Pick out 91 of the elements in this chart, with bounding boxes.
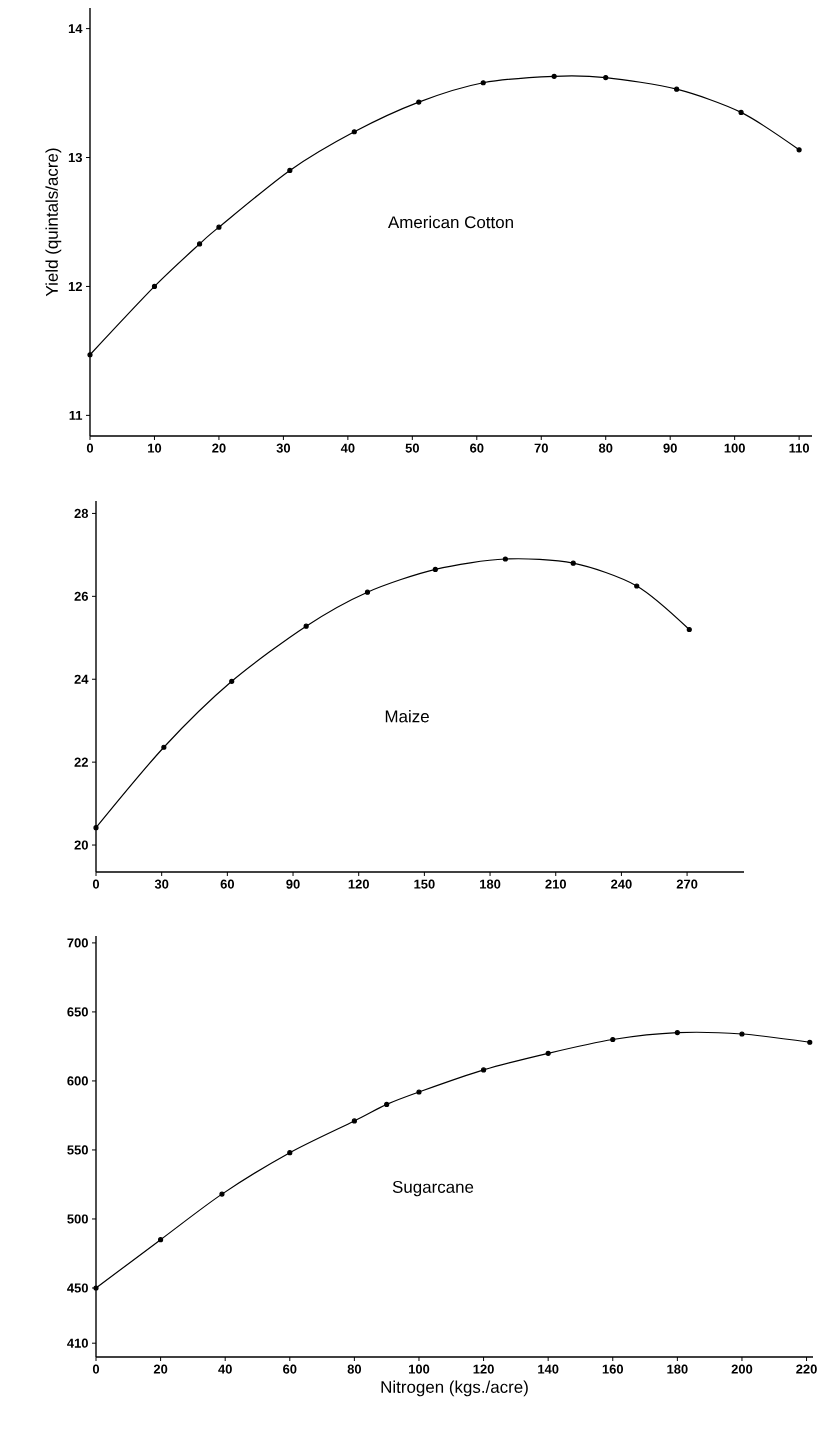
- x-tick-label: 100: [408, 1364, 430, 1374]
- x-tick-label: 110: [789, 443, 810, 453]
- y-tick-label: 20: [74, 840, 88, 850]
- point: [351, 129, 357, 135]
- point: [634, 583, 640, 589]
- point: [807, 1039, 813, 1045]
- x-tick-label: 150: [414, 879, 435, 889]
- point: [229, 678, 235, 684]
- x-tick-label: 20: [153, 1364, 168, 1374]
- y-tick-label: 28: [74, 508, 89, 519]
- point: [480, 80, 486, 86]
- point: [287, 167, 293, 174]
- x-tick-label: 90: [663, 443, 677, 453]
- y-axis-title: Yield (quintals/acre): [45, 148, 62, 297]
- point: [739, 1031, 745, 1037]
- x-tick-label: 270: [676, 879, 698, 889]
- point: [416, 1089, 422, 1095]
- x-tick-label: 120: [348, 879, 369, 889]
- x-tick-label: 40: [340, 443, 355, 453]
- point: [674, 86, 680, 92]
- point: [738, 109, 744, 115]
- y-tick-label: 11: [69, 410, 83, 420]
- x-tick-label: 180: [667, 1364, 688, 1374]
- x-tick-label: 30: [154, 879, 169, 889]
- point: [197, 241, 203, 247]
- point: [216, 224, 222, 230]
- point: [502, 556, 508, 562]
- point: [570, 560, 576, 566]
- point: [219, 1191, 225, 1197]
- y-tick-label: 13: [68, 152, 83, 163]
- x-tick-label: 120: [473, 1364, 494, 1374]
- x-tick-label: 20: [212, 443, 226, 453]
- annotation: Maize: [385, 709, 429, 723]
- x-axis-title: Nitrogen (kgs./acre): [381, 1380, 528, 1397]
- point: [158, 1237, 164, 1243]
- point: [416, 99, 422, 105]
- y-tick-label: 14: [68, 24, 83, 34]
- point: [351, 1118, 357, 1124]
- x-tick-label: 70: [534, 443, 548, 453]
- x-tick-label: 60: [220, 879, 235, 889]
- point: [93, 1285, 99, 1291]
- y-tick-label: 700: [67, 938, 88, 948]
- point: [151, 283, 158, 290]
- point: [161, 744, 167, 750]
- point: [384, 1101, 390, 1107]
- annotation: Sugarcane: [392, 1180, 474, 1197]
- y-tick-label: 450: [67, 1283, 88, 1293]
- y-tick-label: 650: [67, 1007, 88, 1017]
- point: [796, 147, 802, 153]
- point: [674, 1030, 680, 1036]
- point: [480, 1067, 487, 1073]
- point: [545, 1050, 551, 1056]
- y-tick-label: 24: [74, 674, 89, 684]
- y-tick-label: 22: [74, 757, 88, 767]
- y-tick-label: 500: [67, 1214, 88, 1224]
- x-tick-label: 180: [480, 879, 501, 889]
- x-tick-label: 210: [545, 879, 567, 889]
- x-tick-label: 30: [276, 443, 291, 453]
- x-tick-label: 60: [470, 443, 484, 453]
- point: [287, 1150, 293, 1156]
- y-tick-label: 26: [74, 591, 89, 601]
- point: [551, 73, 557, 79]
- x-tick-label: 160: [602, 1364, 624, 1374]
- x-tick-label: 0: [92, 879, 100, 889]
- x-tick-label: 10: [148, 443, 162, 453]
- point: [686, 626, 692, 633]
- x-tick-label: 90: [286, 879, 300, 889]
- point: [93, 825, 99, 831]
- x-tick-label: 80: [598, 443, 613, 453]
- x-tick-label: 50: [405, 443, 419, 453]
- y-tick-label: 550: [67, 1145, 88, 1155]
- x-tick-label: 220: [796, 1364, 817, 1374]
- x-tick-label: 100: [724, 443, 745, 453]
- x-tick-label: 40: [218, 1364, 232, 1374]
- point: [87, 352, 93, 358]
- point: [364, 589, 371, 595]
- x-tick-label: 240: [611, 879, 632, 889]
- y-tick-label: 410: [67, 1338, 88, 1348]
- x-tick-label: 0: [86, 443, 94, 453]
- point: [610, 1036, 616, 1043]
- x-tick-label: 200: [731, 1364, 753, 1374]
- point: [432, 566, 438, 572]
- y-tick-label: 600: [67, 1076, 88, 1086]
- annotation: American Cotton: [387, 215, 513, 229]
- x-tick-label: 60: [283, 1364, 297, 1374]
- x-tick-label: 0: [92, 1364, 100, 1374]
- point: [603, 75, 609, 81]
- y-tick-label: 12: [68, 281, 82, 291]
- x-tick-label: 80: [347, 1364, 362, 1374]
- point: [303, 623, 309, 629]
- x-tick-label: 140: [538, 1364, 559, 1374]
